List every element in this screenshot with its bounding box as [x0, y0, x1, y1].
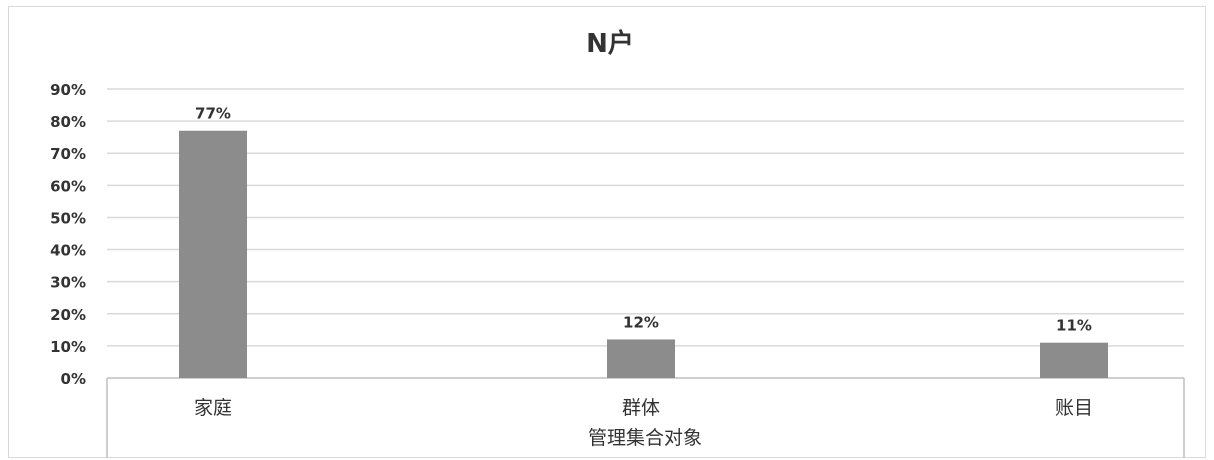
category-label-3: 账目	[1055, 397, 1093, 419]
y-tick-label: 90%	[50, 81, 86, 99]
bars	[179, 130, 1108, 378]
y-tick-label: 20%	[50, 306, 86, 324]
data-label-1: 77%	[195, 105, 231, 123]
y-tick-label: 0%	[61, 370, 86, 388]
y-tick-label: 10%	[50, 338, 86, 356]
y-axis-ticks: 0% 10% 20% 30% 40% 50% 60% 70% 80% 90%	[50, 81, 86, 388]
y-tick-label: 60%	[50, 177, 86, 195]
category-labels: 家庭 群体 账目	[194, 397, 1093, 419]
y-tick-label: 80%	[50, 113, 86, 131]
y-tick-label: 40%	[50, 242, 86, 260]
gridlines	[107, 88, 1184, 347]
y-tick-label: 50%	[50, 209, 86, 227]
chart-title: N户	[586, 28, 634, 59]
bar-2	[607, 339, 675, 378]
y-tick-label: 70%	[50, 145, 86, 163]
category-label-1: 家庭	[194, 397, 232, 419]
x-axis-title: 管理集合对象	[588, 427, 702, 449]
category-label-2: 群体	[622, 397, 660, 419]
y-tick-label: 30%	[50, 274, 86, 292]
bar-1	[179, 130, 247, 378]
bar-3	[1040, 342, 1108, 378]
data-label-3: 11%	[1056, 317, 1092, 335]
data-labels: 77% 12% 11%	[195, 105, 1092, 335]
data-label-2: 12%	[623, 313, 659, 331]
